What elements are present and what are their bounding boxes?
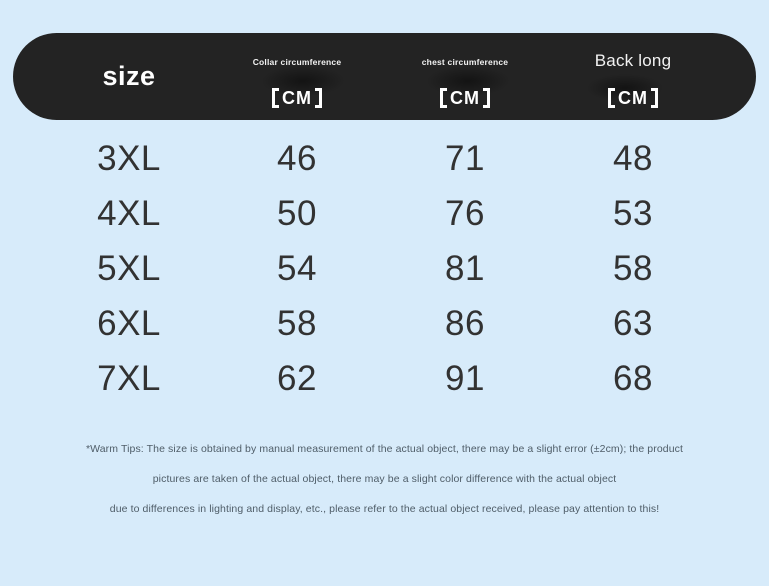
- chest-value-cell: 86: [445, 303, 485, 343]
- back-long-column-label: Back long: [594, 51, 672, 70]
- column-header-chest: chest circumference CM: [381, 33, 549, 120]
- left-lenticular-bracket-icon: [440, 88, 447, 108]
- chest-value-cell: 76: [445, 193, 485, 233]
- right-lenticular-bracket-icon: [483, 88, 490, 108]
- chest-cm-unit: CM: [440, 87, 490, 109]
- collar-value-cell: 58: [277, 303, 317, 343]
- back-long-value-cell: 68: [613, 358, 653, 398]
- table-row: 5XL 54 81 58: [0, 241, 769, 296]
- size-column-label: size: [102, 61, 156, 91]
- back-long-value-cell: 58: [613, 248, 653, 288]
- cm-text: CM: [450, 87, 480, 108]
- table-row: 3XL 46 71 48: [0, 131, 769, 186]
- back-long-value-cell: 63: [613, 303, 653, 343]
- collar-value-cell: 62: [277, 358, 317, 398]
- chest-column-label: chest circumference: [421, 57, 509, 67]
- table-body: 3XL 46 71 48 4XL 50 76 53 5XL 54 81 58 6…: [0, 131, 769, 406]
- warm-tips-line-1: *Warm Tips: The size is obtained by manu…: [85, 443, 684, 455]
- collar-value-cell: 54: [277, 248, 317, 288]
- size-cell: 5XL: [97, 248, 161, 288]
- collar-value-cell: 50: [277, 193, 317, 233]
- table-row: 4XL 50 76 53: [0, 186, 769, 241]
- collar-column-label: Collar circumference: [252, 57, 342, 67]
- collar-cm-unit: CM: [272, 87, 322, 109]
- warm-tips-line-3: due to differences in lighting and displ…: [109, 503, 660, 515]
- warm-tips: *Warm Tips: The size is obtained by manu…: [0, 434, 769, 524]
- size-cell: 7XL: [97, 358, 161, 398]
- left-lenticular-bracket-icon: [272, 88, 279, 108]
- left-lenticular-bracket-icon: [608, 88, 615, 108]
- back-long-cm-unit: CM: [608, 87, 658, 109]
- size-cell: 4XL: [97, 193, 161, 233]
- table-header-bar: size Collar circumference CM chest circu…: [13, 33, 756, 120]
- chest-value-cell: 81: [445, 248, 485, 288]
- right-lenticular-bracket-icon: [315, 88, 322, 108]
- column-header-collar: Collar circumference CM: [213, 33, 381, 120]
- table-row: 7XL 62 91 68: [0, 351, 769, 406]
- chest-value-cell: 91: [445, 358, 485, 398]
- size-cell: 3XL: [97, 138, 161, 178]
- collar-value-cell: 46: [277, 138, 317, 178]
- back-long-value-cell: 48: [613, 138, 653, 178]
- back-long-value-cell: 53: [613, 193, 653, 233]
- chest-value-cell: 71: [445, 138, 485, 178]
- size-cell: 6XL: [97, 303, 161, 343]
- table-header-row: size Collar circumference CM chest circu…: [13, 33, 756, 120]
- cm-text: CM: [618, 87, 648, 108]
- cm-text: CM: [282, 87, 312, 108]
- column-header-back-long: Back long CM: [549, 33, 717, 120]
- warm-tips-line-2: pictures are taken of the actual object,…: [152, 473, 617, 485]
- table-row: 6XL 58 86 63: [0, 296, 769, 351]
- column-header-size: size: [45, 33, 213, 120]
- right-lenticular-bracket-icon: [651, 88, 658, 108]
